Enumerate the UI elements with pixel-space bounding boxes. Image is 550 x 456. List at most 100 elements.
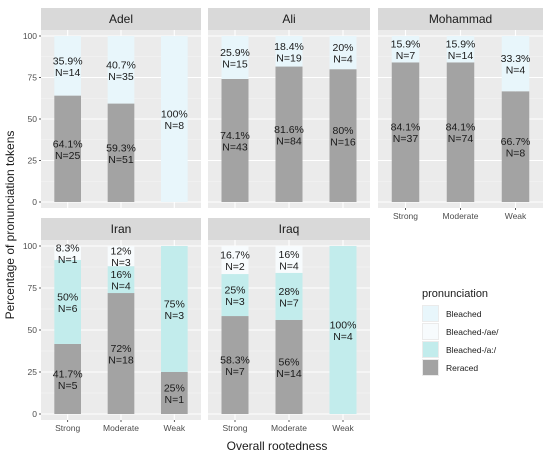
data-label-percent: 25% — [164, 383, 185, 395]
data-label-percent: 81.6% — [274, 124, 304, 136]
data-label-percent: 15.9% — [391, 39, 421, 51]
panel-strip — [41, 218, 201, 240]
data-label-percent: 25.9% — [220, 47, 250, 59]
y-tick-label: 50 — [28, 325, 38, 335]
data-label-percent: 84.1% — [446, 122, 476, 134]
bar-segment-reraced — [501, 91, 530, 202]
data-label-percent: 64.1% — [53, 138, 83, 150]
data-label-percent: 100% — [161, 109, 188, 121]
y-tick-label: 25 — [28, 367, 38, 377]
data-label-count: N=4 — [279, 260, 299, 272]
y-tick-label: 100 — [23, 241, 37, 251]
panel-title: Iraq — [279, 222, 300, 236]
bar-segment-bleached — [446, 36, 475, 63]
bar-segment-reraced — [221, 316, 249, 414]
data-label-count: N=37 — [393, 133, 419, 145]
panel-adel: Adel 0 25 50 75 100 64.1%N=25 35.9%N=14 59.3%N=5… — [23, 8, 201, 208]
data-label-count: N=2 — [225, 261, 245, 273]
y-tick-label: 25 — [28, 156, 38, 166]
panel-iran: Iran025507510041.7%N=550%N=68.3%N=172%N=… — [23, 218, 201, 433]
x-axis-title: Overall rootedness — [227, 439, 328, 453]
data-label-count: N=14 — [55, 67, 81, 79]
bar-segment-bleached-a — [329, 246, 357, 414]
legend: pronunciation Bleached Bleached-/ae/Bleac… — [422, 288, 499, 376]
data-label-percent: 28% — [278, 286, 299, 298]
data-label-count: N=3 — [165, 310, 185, 322]
y-tick-label: 75 — [28, 283, 38, 293]
x-tick-label: Weak — [505, 211, 527, 221]
panel-title: Ali — [282, 12, 295, 26]
data-label-percent: 40.7% — [106, 59, 136, 71]
data-label-count: N=4 — [506, 65, 526, 77]
panel-title: Adel — [109, 12, 133, 26]
bar-segment-bleached — [501, 36, 530, 92]
data-label-percent: 80% — [332, 125, 353, 137]
data-label-count: N=14 — [448, 50, 474, 62]
bar-segment-reraced — [446, 62, 475, 203]
bar-segment-bleached-ae — [221, 246, 249, 275]
data-label-count: N=16 — [330, 137, 356, 149]
data-label-count: N=18 — [108, 355, 134, 367]
panel-ali: Ali 74.1%N=43 25.9%N=15 81.6%N=84 18.4%N=19 8… — [208, 8, 370, 208]
data-label-percent: 41.7% — [53, 368, 83, 380]
bar-segment-reraced — [107, 103, 135, 202]
bar-segment-reraced — [54, 95, 81, 202]
bar-segment-reraced — [221, 78, 249, 202]
bar-segment-bleached-a — [161, 246, 188, 372]
data-label-percent: 59.3% — [106, 142, 136, 154]
bar-segment-bleached-ae — [275, 246, 303, 273]
data-label-percent: 56% — [278, 356, 299, 368]
data-label-count: N=43 — [222, 141, 248, 153]
legend-label: Bleached — [446, 309, 482, 319]
legend-label: Reraced — [446, 363, 478, 373]
x-tick-label: Strong — [393, 211, 418, 221]
data-label-count: N=14 — [276, 368, 302, 380]
data-label-count: N=1 — [58, 254, 78, 266]
bar-segment-bleached-a — [275, 272, 303, 320]
bar-segment-reraced — [54, 343, 81, 414]
y-axis-title: Percentage of pronunciation tokens — [3, 131, 17, 320]
bar-segment-reraced — [275, 66, 303, 202]
bar-segment-bleached-a — [54, 259, 81, 344]
panel-title: Mohammad — [429, 12, 492, 26]
data-label-percent: 16% — [110, 269, 131, 281]
data-label-count: N=25 — [55, 150, 81, 162]
data-label-percent: 25% — [224, 285, 245, 297]
panel-iraq: Iraq58.3%N=725%N=316.7%N=256%N=1428%N=71… — [208, 218, 370, 433]
panel-strip — [208, 8, 370, 30]
data-label-percent: 35.9% — [53, 55, 83, 67]
chart-panels: Adel025507510064.1%N=2535.9%N=1459.3%N=5… — [23, 8, 543, 433]
data-label-percent: 74.1% — [220, 130, 250, 142]
data-label-count: N=35 — [108, 71, 134, 83]
y-tick-label: 75 — [28, 73, 38, 83]
bar-segment-bleached — [161, 36, 188, 202]
data-label-count: N=7 — [279, 297, 299, 309]
bar-segment-reraced — [161, 372, 188, 414]
data-label-percent: 100% — [330, 320, 357, 332]
panel-strip — [208, 218, 370, 240]
x-tick-label: Moderate — [443, 211, 479, 221]
data-label-percent: 12% — [110, 246, 131, 258]
bar-segment-bleached — [275, 36, 303, 67]
data-label-percent: 72% — [110, 343, 131, 355]
data-label-count: N=3 — [225, 296, 245, 308]
data-label-count: N=7 — [225, 366, 245, 378]
data-label-percent: 66.7% — [501, 136, 531, 148]
x-tick-label: Weak — [164, 423, 186, 433]
data-label-count: N=8 — [165, 120, 185, 132]
data-label-count: N=51 — [108, 154, 134, 166]
panel-mohammad: Mohammad84.1%N=3715.9%N=784.1%N=7415.9%N… — [378, 8, 543, 221]
y-tick-label: 50 — [28, 114, 38, 124]
data-label-count: N=3 — [111, 257, 131, 269]
data-label-percent: 58.3% — [220, 355, 250, 367]
panel-strip — [41, 8, 201, 30]
bar-segment-bleached — [54, 36, 81, 96]
data-label-count: N=4 — [333, 331, 353, 343]
y-tick-label: 100 — [23, 31, 37, 41]
data-label-percent: 75% — [164, 299, 185, 311]
legend-key-reraced — [423, 360, 438, 375]
data-label-count: N=4 — [111, 281, 131, 293]
x-tick-label: Moderate — [103, 423, 139, 433]
bar-segment-bleached-ae — [54, 246, 81, 260]
legend-key-bleached-ae — [423, 324, 438, 339]
